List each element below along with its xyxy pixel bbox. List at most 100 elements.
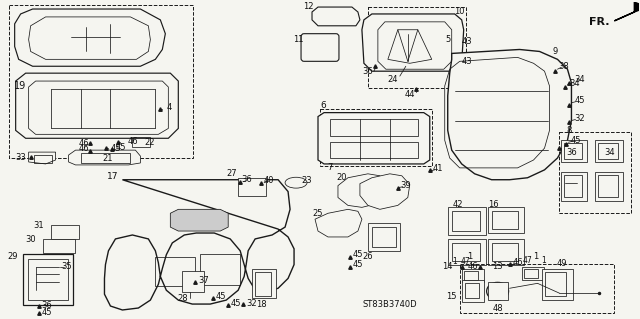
Text: 26: 26 (363, 252, 373, 261)
Text: 22: 22 (144, 138, 155, 147)
Polygon shape (360, 174, 410, 209)
Bar (81, 153, 131, 163)
Bar (561, 172, 588, 201)
Text: 46: 46 (127, 137, 138, 146)
Bar (22, 254, 72, 305)
Text: 46: 46 (78, 144, 89, 153)
Bar (255, 272, 271, 296)
Bar (330, 119, 418, 136)
Text: 16: 16 (488, 200, 499, 209)
Text: 45: 45 (231, 299, 241, 308)
Polygon shape (448, 49, 572, 180)
Text: 17: 17 (107, 172, 118, 181)
Text: 36: 36 (242, 175, 253, 184)
Bar (452, 243, 479, 261)
Text: 42: 42 (452, 200, 463, 209)
Bar (492, 243, 518, 261)
Polygon shape (315, 209, 362, 237)
Text: 6: 6 (320, 101, 326, 110)
Bar (488, 207, 524, 233)
Bar (561, 140, 588, 162)
Text: 19: 19 (13, 81, 26, 91)
Text: 47: 47 (461, 257, 470, 266)
Text: 28: 28 (177, 293, 188, 303)
Text: 1: 1 (467, 252, 472, 261)
Bar (252, 269, 276, 298)
Bar (461, 269, 484, 282)
Text: 47: 47 (523, 256, 532, 265)
Bar (465, 283, 479, 298)
Bar (559, 132, 631, 213)
Bar (200, 254, 240, 285)
Text: 45: 45 (216, 292, 227, 301)
FancyBboxPatch shape (301, 34, 339, 61)
Text: 5: 5 (445, 35, 451, 44)
Text: 46: 46 (467, 262, 478, 271)
Text: 13: 13 (492, 262, 503, 271)
Text: 37: 37 (198, 276, 209, 285)
Text: 45: 45 (115, 143, 125, 152)
Bar (541, 269, 573, 300)
Text: 25: 25 (313, 209, 323, 218)
Text: 32: 32 (246, 299, 257, 308)
Bar (598, 175, 618, 197)
Text: 24: 24 (388, 75, 398, 84)
Text: 20: 20 (337, 173, 348, 182)
Text: 45: 45 (42, 308, 52, 317)
Text: 1: 1 (533, 252, 538, 261)
Text: 1: 1 (541, 256, 546, 265)
Text: 43: 43 (461, 37, 472, 46)
Bar (132, 137, 150, 147)
Text: 10: 10 (454, 7, 465, 17)
Text: 45: 45 (110, 144, 121, 153)
Bar (522, 267, 543, 280)
Text: 45: 45 (353, 260, 363, 269)
Bar (452, 211, 479, 231)
Text: 9: 9 (553, 47, 558, 56)
Polygon shape (312, 7, 360, 26)
Text: 41: 41 (433, 164, 443, 173)
Polygon shape (614, 2, 640, 21)
Polygon shape (362, 14, 464, 71)
Bar (182, 271, 204, 292)
Text: 38: 38 (558, 62, 569, 71)
Text: FR.: FR. (589, 17, 610, 27)
Text: 44: 44 (404, 90, 415, 99)
Text: 45: 45 (353, 250, 363, 259)
Text: 4: 4 (166, 103, 172, 112)
Text: 36: 36 (41, 300, 52, 309)
Text: 14: 14 (442, 262, 453, 271)
Polygon shape (29, 152, 56, 164)
Bar (156, 257, 195, 286)
Text: 36: 36 (362, 67, 373, 76)
Bar (368, 223, 400, 251)
Text: 48: 48 (492, 303, 503, 313)
Bar (9, 5, 193, 158)
Text: 45: 45 (570, 136, 580, 145)
Bar (43, 239, 74, 253)
Bar (448, 207, 486, 235)
Bar (488, 282, 508, 300)
Bar (488, 239, 524, 264)
Polygon shape (338, 174, 388, 207)
Text: 30: 30 (26, 235, 36, 244)
Text: 45: 45 (574, 96, 585, 105)
Bar (34, 155, 52, 163)
Ellipse shape (486, 282, 509, 300)
Bar (51, 225, 79, 239)
Bar (448, 239, 486, 264)
Text: 29: 29 (8, 252, 18, 261)
Text: 39: 39 (401, 181, 411, 190)
Text: 35: 35 (61, 262, 72, 271)
Bar (545, 272, 566, 296)
Text: 34: 34 (604, 148, 614, 157)
Text: 11: 11 (292, 35, 303, 44)
Bar (330, 142, 418, 158)
Text: 23: 23 (301, 176, 312, 185)
Text: ST83B3740D: ST83B3740D (362, 300, 417, 308)
Text: 46: 46 (78, 139, 89, 148)
Polygon shape (318, 113, 430, 164)
Text: 7: 7 (327, 163, 333, 172)
Polygon shape (15, 9, 165, 66)
Text: 15: 15 (447, 292, 457, 301)
